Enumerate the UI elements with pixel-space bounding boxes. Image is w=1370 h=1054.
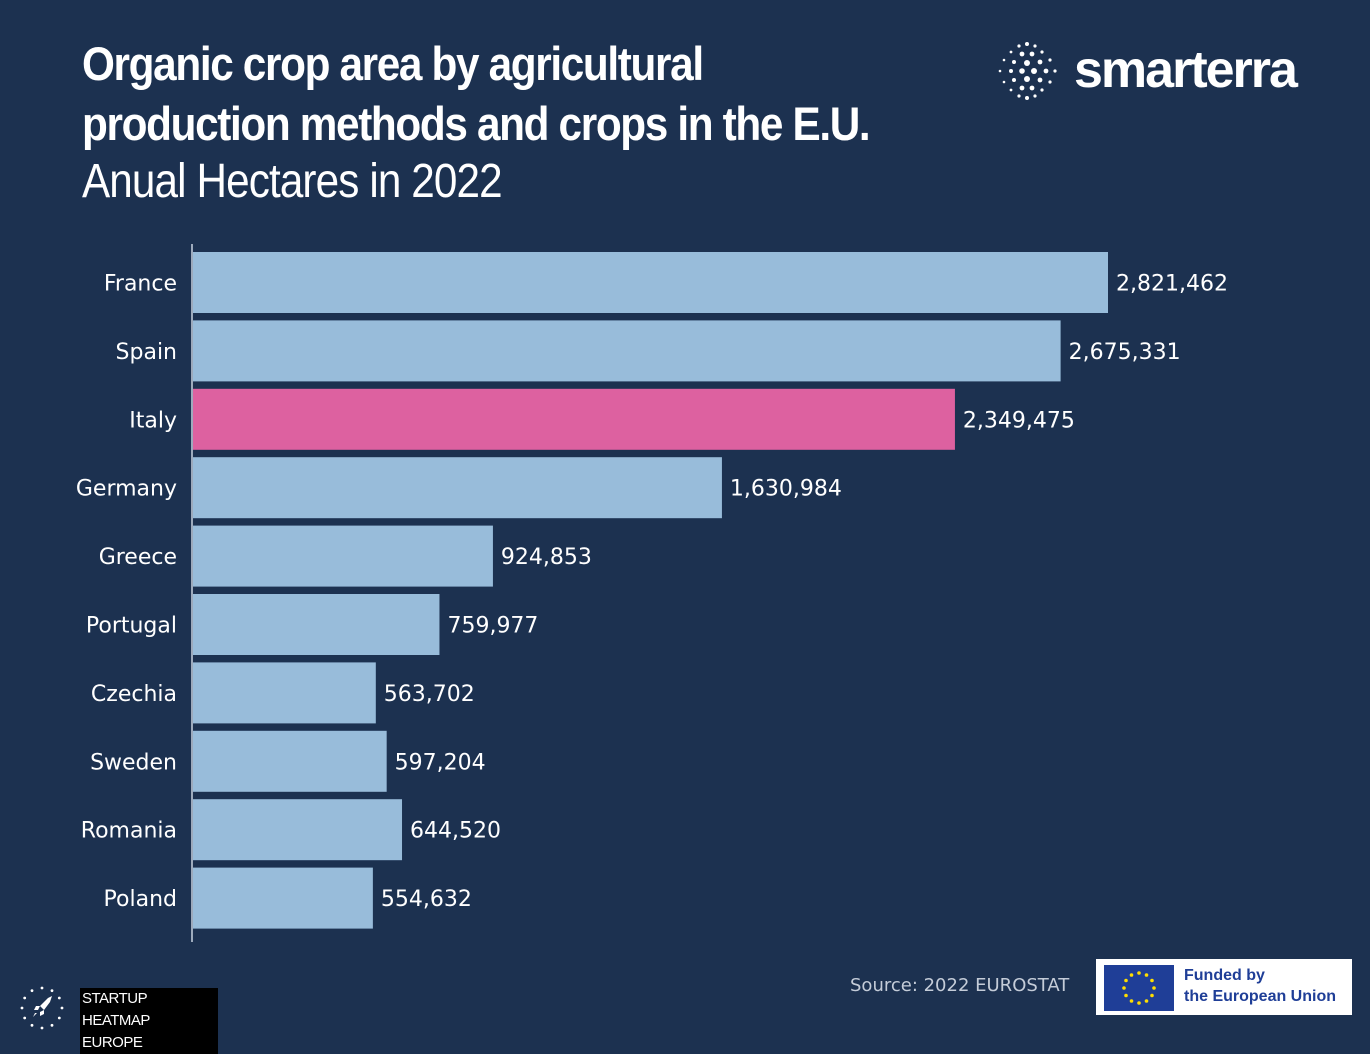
startup-heatmap-line2: EUROPE — [80, 1032, 145, 1054]
eu-funding-badge: Funded by the European Union — [1096, 959, 1352, 1015]
bar-greece — [193, 525, 493, 587]
value-label: 2,349,475 — [963, 408, 1075, 433]
bar-poland — [193, 867, 373, 929]
bar-sweden — [193, 730, 387, 792]
value-label: 554,632 — [381, 887, 472, 912]
bar-romania — [193, 799, 403, 861]
category-label: Germany — [76, 477, 177, 502]
category-label: Greece — [99, 545, 177, 570]
brand-logo: smarterra — [994, 38, 1354, 104]
startup-heatmap-line1: STARTUP HEATMAP — [80, 988, 218, 1032]
value-label: 1,630,984 — [730, 477, 842, 502]
category-label: Italy — [129, 408, 177, 433]
category-label: France — [104, 272, 177, 297]
value-label: 597,204 — [395, 750, 486, 775]
dot-sphere-logo-icon — [998, 42, 1057, 100]
bar-italy — [193, 388, 955, 450]
category-label: Portugal — [86, 614, 177, 639]
brand-name: smarterra — [1074, 41, 1298, 99]
eu-flag-icon — [1104, 965, 1174, 1011]
chart-title: Organic crop area by agricultural produc… — [82, 37, 871, 150]
value-label: 644,520 — [410, 819, 501, 844]
startup-heatmap-logo: STARTUP HEATMAP EUROPE — [18, 984, 218, 1054]
value-label: 759,977 — [447, 614, 538, 639]
value-label: 2,821,462 — [1116, 272, 1228, 297]
value-label: 2,675,331 — [1069, 340, 1181, 365]
eu-funded-line2: the European Union — [1184, 988, 1336, 1005]
value-label: 563,702 — [384, 682, 475, 707]
category-label: Czechia — [91, 682, 177, 707]
bar-spain — [193, 320, 1061, 382]
chart-subtitle: Anual Hectares in 2022 — [82, 155, 503, 208]
bar-france — [193, 252, 1108, 313]
category-label: Poland — [104, 887, 177, 912]
bar-czechia — [193, 662, 376, 724]
category-label: Sweden — [90, 750, 177, 775]
bar-portugal — [193, 594, 440, 655]
value-label: 924,853 — [501, 545, 592, 570]
bar-germany — [193, 457, 722, 519]
eu-funded-line1: Funded by — [1184, 967, 1265, 984]
category-label: Spain — [116, 340, 177, 365]
category-label: Romania — [81, 819, 177, 844]
source-note: Source: 2022 EUROSTAT — [850, 975, 1070, 996]
rocket-stars-icon — [20, 986, 64, 1030]
